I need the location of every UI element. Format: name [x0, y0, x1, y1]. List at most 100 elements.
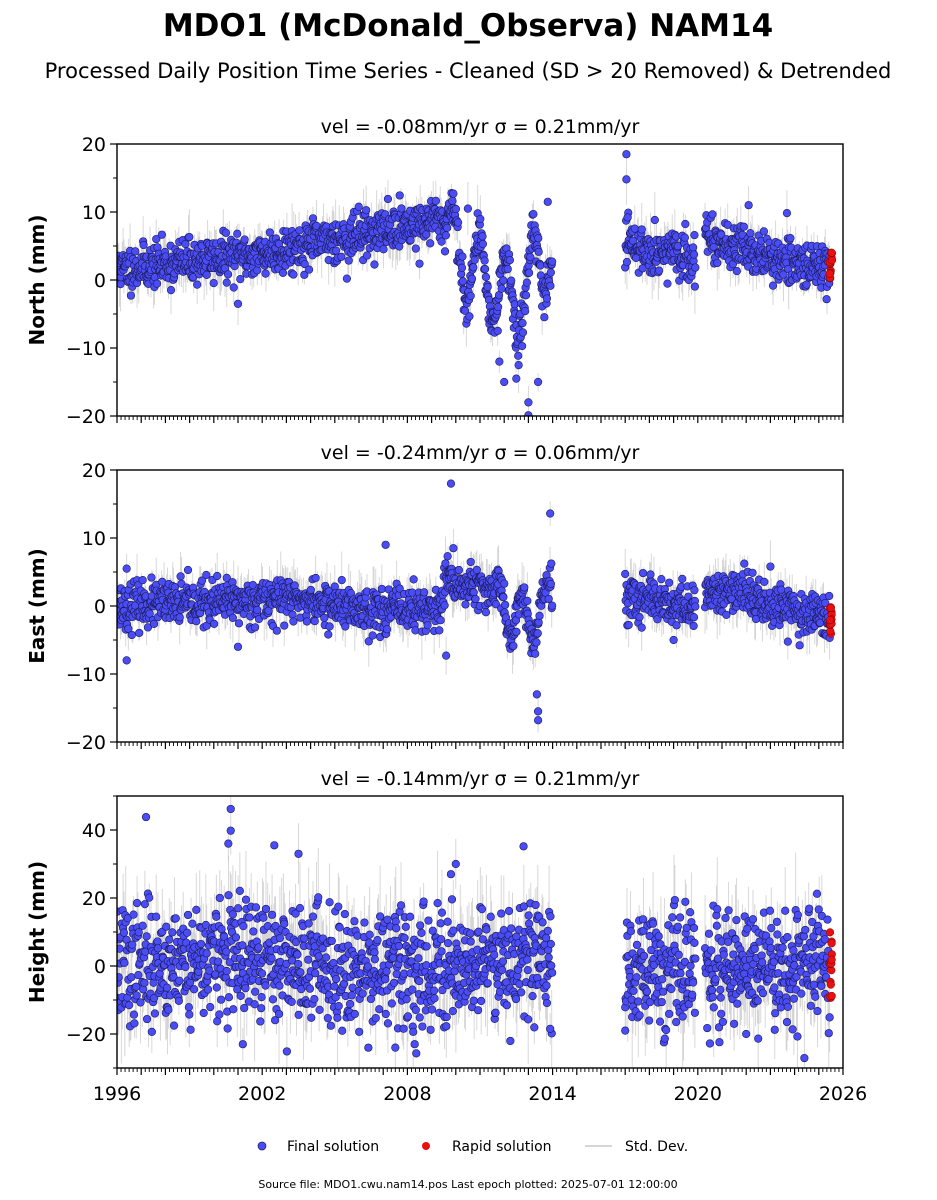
data-point: [722, 610, 731, 619]
data-point: [546, 509, 555, 518]
plot-area: [117, 150, 837, 416]
data-point: [157, 230, 166, 239]
y-tick-label: 20: [82, 134, 106, 156]
data-point: [466, 291, 475, 300]
data-point: [202, 570, 211, 580]
data-point: [379, 245, 388, 254]
data-point: [533, 629, 542, 638]
data-point: [500, 579, 509, 588]
figure-subtitle: Processed Daily Position Time Series - C…: [45, 59, 892, 83]
data-point: [470, 255, 479, 265]
data-point: [337, 576, 346, 585]
data-point: [415, 259, 424, 268]
data-point: [524, 398, 533, 407]
data-point: [122, 656, 131, 665]
y-axis-label: East (mm): [25, 548, 49, 664]
data-point: [289, 617, 298, 626]
data-point: [449, 544, 458, 553]
data-point: [825, 591, 834, 601]
data-point: [304, 265, 314, 274]
data-point: [234, 619, 244, 628]
data-point: [448, 196, 457, 205]
data-point: [621, 569, 630, 579]
data-point: [362, 206, 371, 215]
data-point: [368, 631, 377, 640]
data-point: [521, 307, 530, 316]
data-point: [521, 291, 531, 300]
data-point: [236, 275, 245, 284]
y-tick-label: −10: [66, 338, 106, 360]
rapid-point: [826, 615, 835, 625]
data-point: [518, 319, 527, 328]
data-point: [478, 232, 487, 241]
data-point: [383, 194, 393, 204]
data-point: [523, 596, 532, 605]
data-point: [622, 150, 631, 159]
data-point: [503, 264, 512, 274]
data-point: [501, 600, 510, 609]
data-point: [300, 270, 309, 279]
data-point: [534, 234, 543, 243]
data-point: [723, 220, 732, 229]
data-point: [691, 263, 700, 272]
plot-area: [117, 479, 836, 733]
data-point: [454, 565, 464, 575]
data-point: [499, 592, 508, 602]
data-point: [431, 196, 440, 206]
data-point: [740, 559, 749, 568]
data-point: [127, 630, 136, 640]
data-point: [436, 616, 445, 625]
data-point: [509, 641, 518, 651]
data-point: [746, 229, 755, 238]
y-tick-label: 20: [82, 460, 106, 482]
data-point: [138, 576, 147, 585]
data-point: [311, 573, 320, 583]
data-point: [476, 214, 485, 224]
data-point: [145, 609, 154, 618]
data-point: [382, 625, 392, 634]
data-point: [544, 594, 553, 604]
data-point: [622, 175, 631, 184]
data-point: [481, 608, 491, 617]
data-point: [691, 602, 700, 611]
data-point: [233, 299, 243, 308]
data-point: [183, 565, 193, 575]
data-point: [325, 622, 334, 631]
data-point: [440, 247, 450, 256]
data-point: [622, 257, 632, 267]
data-point: [500, 377, 509, 387]
data-point: [175, 613, 184, 622]
rapid-points: [825, 248, 837, 283]
data-point: [518, 341, 527, 351]
data-point: [441, 231, 450, 240]
data-point: [342, 274, 352, 283]
data-point: [493, 326, 502, 335]
data-point: [481, 272, 491, 282]
data-point: [505, 256, 515, 265]
data-point: [522, 278, 531, 287]
data-point: [672, 621, 681, 630]
data-point: [708, 210, 717, 219]
data-point: [630, 224, 639, 233]
data-point: [646, 570, 655, 579]
data-point: [152, 279, 162, 288]
data-point: [779, 270, 788, 279]
data-point: [548, 601, 557, 610]
data-point: [689, 250, 699, 259]
data-point: [520, 583, 529, 592]
data-point: [397, 204, 406, 213]
data-point: [354, 202, 363, 211]
data-point: [423, 621, 432, 630]
panel-title: vel = -0.08mm/yr σ = 0.21mm/yr: [321, 116, 640, 138]
data-point: [540, 313, 549, 322]
data-point: [440, 601, 449, 610]
final-points: [117, 150, 834, 416]
data-point: [802, 280, 811, 289]
data-point: [663, 279, 672, 288]
data-point: [542, 294, 552, 303]
data-point: [449, 189, 458, 198]
y-tick-label: 10: [82, 528, 106, 550]
panel-title: vel = -0.14mm/yr σ = 0.21mm/yr: [321, 768, 640, 790]
data-point: [229, 283, 238, 292]
data-point: [261, 269, 270, 278]
